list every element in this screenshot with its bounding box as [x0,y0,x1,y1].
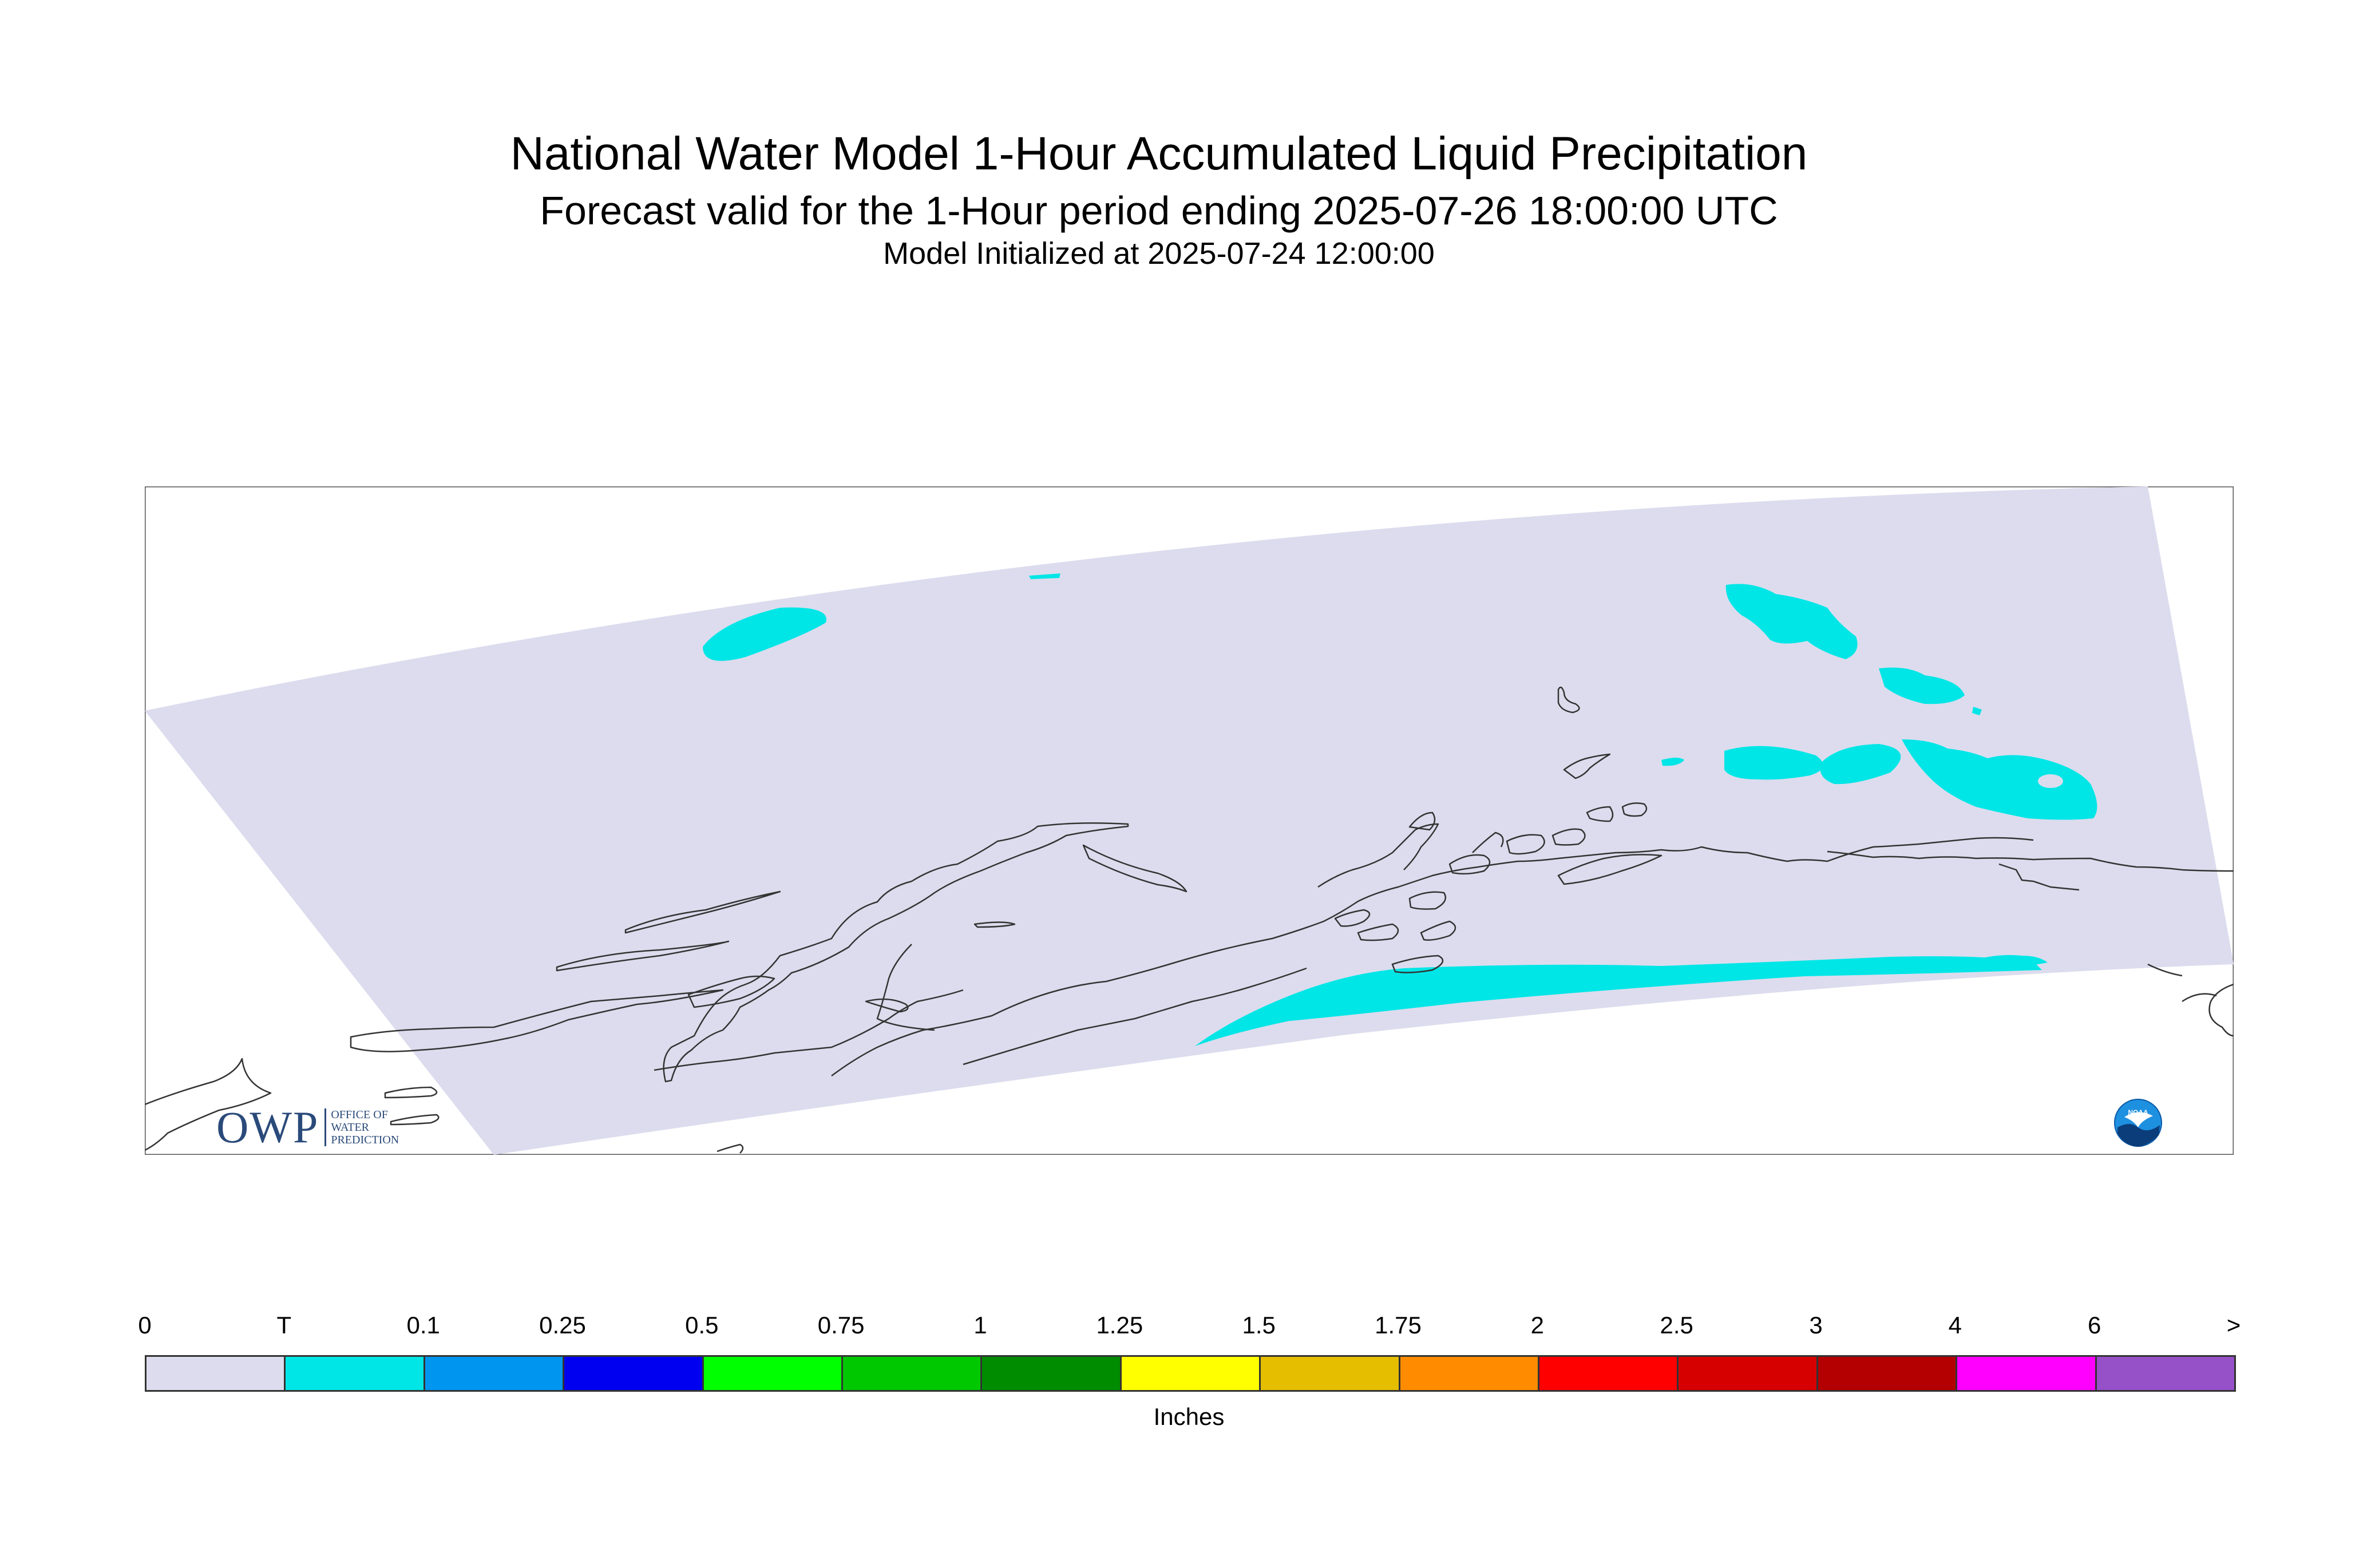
coastline [624,890,781,934]
legend-tick-label: 1.75 [1375,1312,1422,1339]
legend-swatch [1400,1357,1540,1390]
precip-area [1820,744,1901,785]
legend-tick-label: 0.25 [539,1312,586,1339]
owp-logo-line: Office of [331,1108,388,1121]
coastline [973,921,1016,928]
coastline [1357,923,1399,941]
legend-swatch [982,1357,1122,1390]
coastline [1621,802,1648,817]
coastline [390,1114,440,1126]
coastline [876,944,935,1031]
legend-colorbar [145,1355,2236,1392]
precip-area [1029,573,1060,579]
noaa-logo: NOAA [2114,1099,2162,1147]
legend-swatch [843,1357,983,1390]
precip-area [1725,584,1858,659]
coastlines [145,686,2234,1154]
legend-units: Inches [1153,1403,1225,1430]
coastline [963,967,1307,1066]
coastline [2208,983,2234,1037]
init-time: Model Initialized at 2025-07-24 12:00:00 [883,236,1435,271]
coastline [1551,828,1586,846]
legend-swatch [1818,1357,1958,1390]
legend-tick-label: > [2226,1312,2241,1339]
coastline [384,1086,438,1099]
map-subtitle: Forecast valid for the 1-Hour period end… [540,188,1778,233]
precip-area [1724,746,1823,780]
legend-swatch [2096,1357,2235,1390]
coastline [1557,854,1662,885]
coastline [1557,686,1580,714]
legend-tick-label: 0.5 [685,1312,719,1339]
owp-logo: OWP Office of Water Prediction [216,1102,399,1152]
coastline [831,837,2034,1077]
coastline [1827,850,2234,872]
legend-tick-label: 2 [1530,1312,1545,1339]
legend-tick-label: 6 [2087,1312,2101,1339]
coastline [654,989,964,1071]
precip-area [1195,956,2042,1046]
legend-tick-label: T [276,1312,292,1339]
coastline [1563,753,1611,779]
legend-swatch [1121,1357,1261,1390]
coastline [865,998,909,1013]
coastline [350,989,724,1052]
legend-swatch [147,1357,286,1390]
legend-swatch [564,1357,704,1390]
legend-swatch [1679,1357,1818,1390]
legend-swatch [1261,1357,1400,1390]
precip-area [703,607,826,661]
legend-tick-label: 1.25 [1096,1312,1143,1339]
coastline [1506,834,1545,855]
coastline [2147,963,2183,977]
coastline [1317,823,1439,888]
owp-logo-line: Water [331,1121,370,1134]
legend-tick-label: 0 [138,1312,152,1339]
legend-labels: 0 T 0.1 0.25 0.5 0.75 1 1.25 1.5 1.75 2 2.5 3 4 6 > [0,1312,2375,1346]
coastline [1334,909,1371,927]
precipitation-map [145,486,2234,1155]
precip-area [1972,707,1982,715]
coastline [1998,863,2080,891]
precip-area [1902,739,2097,820]
legend-tick-label: 1.5 [1242,1312,1276,1339]
precip-gap [2038,774,2063,788]
legend-swatch [1957,1357,2097,1390]
coastline [1082,844,1188,893]
coastline [556,940,730,972]
coastline [1408,891,1447,910]
legend-tick-label: 3 [1809,1312,1823,1339]
legend-tick-label: 0.1 [406,1312,440,1339]
legend-tick-label: 0.75 [817,1312,865,1339]
coastline [1420,920,1456,941]
model-domain [145,486,2234,1155]
legend-swatch [425,1357,565,1390]
legend-swatch [286,1357,425,1390]
coastline [145,1058,272,1151]
precip-area [1661,758,1684,766]
legend-tick-label: 1 [973,1312,987,1339]
coastline [1448,854,1491,875]
precip-area [1879,667,1965,704]
noaa-logo-text: NOAA [2128,1108,2148,1116]
owp-logo-line: Prediction [331,1134,399,1146]
coastline [663,822,1129,1083]
precip-areas [703,573,2097,1046]
coastline [1586,806,1614,822]
legend-tick-label: 4 [1948,1312,1962,1339]
coastline [1472,831,1504,853]
map-title: National Water Model 1-Hour Accumulated … [510,128,1808,180]
coastline [687,975,775,1008]
coastline [717,1143,744,1154]
owp-logo-subtext: Office of Water Prediction [324,1108,399,1146]
legend-swatch [703,1357,844,1390]
legend-swatch [1539,1357,1679,1390]
coastline [2182,993,2217,1003]
precip-area [1968,955,2048,967]
owp-logo-text: OWP [216,1102,319,1152]
coastline [1391,955,1444,973]
legend-tick-label: 2.5 [1660,1312,1693,1339]
coastline [1408,811,1436,831]
